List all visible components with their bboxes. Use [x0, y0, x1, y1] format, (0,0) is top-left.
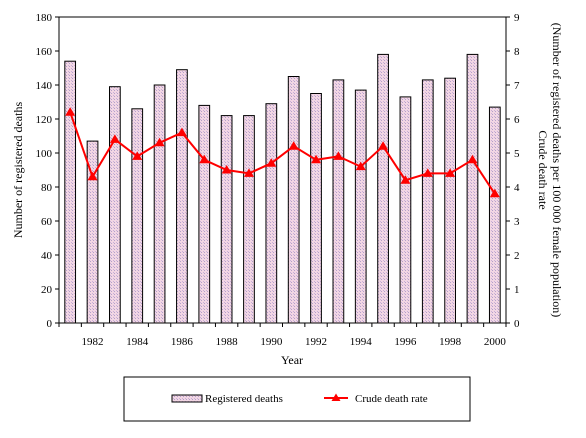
- legend: Registered deaths Crude death rate: [123, 376, 471, 422]
- rate-point-1990: [266, 158, 277, 167]
- rate-point-1992: [311, 154, 322, 164]
- x-axis: 1982 1984 1986 1988 1990 1992 1994 1996 1998 2000: [58, 323, 507, 348]
- bar-1983: [109, 86, 121, 324]
- rate-point-1989: [243, 168, 254, 177]
- bar-1990: [265, 103, 278, 324]
- y-tick-label-right: 6: [514, 114, 520, 126]
- rate-point-1985: [154, 137, 165, 147]
- y2-axis-title-line2: (Number of registered deaths per 100 000…: [550, 23, 564, 318]
- y-tick-label-left: 40: [41, 250, 53, 262]
- bar-1999: [466, 53, 479, 324]
- bar-1985: [153, 84, 166, 324]
- y-axis-right: 0 1 2 3 4 5 6 7 8 9: [506, 12, 520, 330]
- bar-1995: [377, 53, 389, 324]
- x-axis-title: Year: [281, 353, 303, 367]
- y-tick-label-left: 0: [47, 318, 53, 330]
- x-tick-label: 1994: [350, 336, 373, 348]
- y-tick-label-left: 60: [41, 216, 53, 228]
- y-tick-label-left: 20: [41, 284, 53, 296]
- y-tick-label-right: 2: [514, 250, 520, 262]
- bar-series: [64, 53, 501, 324]
- y-tick-label-right: 1: [514, 284, 520, 296]
- rate-point-1999: [467, 154, 478, 164]
- bar-1987: [198, 104, 211, 324]
- x-tick-label: 1990: [260, 336, 283, 348]
- rate-point-1997: [422, 168, 433, 177]
- legend-label-crude-death-rate: Crude death rate: [355, 393, 428, 405]
- rate-point-1994: [355, 161, 366, 171]
- x-tick-label: 1982: [82, 336, 104, 348]
- x-tick-label: 1984: [126, 336, 149, 348]
- x-tick-label: 1998: [439, 336, 462, 348]
- legend-marker-crude-death-rate: [331, 393, 341, 401]
- y-tick-label-right: 4: [514, 182, 520, 194]
- bar-1981: [64, 60, 77, 324]
- x-tick-label: 2000: [484, 336, 507, 348]
- rate-point-1995: [378, 141, 389, 150]
- bar-1993: [332, 79, 345, 324]
- bar-1982: [86, 140, 99, 324]
- rate-point-1991: [288, 141, 299, 150]
- rate-point-1981: [65, 107, 76, 116]
- bar-1989: [243, 115, 255, 324]
- x-tick-label: 1988: [216, 336, 239, 348]
- bar-1998: [444, 77, 456, 324]
- y-tick-label-left: 120: [36, 114, 53, 126]
- rate-point-1998: [445, 168, 456, 177]
- y-tick-label-left: 180: [36, 12, 53, 24]
- y-axis-title: Number of registered deaths: [11, 102, 25, 239]
- y-tick-label-right: 0: [514, 318, 520, 330]
- rate-point-1984: [132, 151, 143, 160]
- x-tick-label: 1992: [305, 336, 327, 348]
- bar-1984: [131, 108, 144, 324]
- y-tick-label-left: 140: [36, 80, 53, 92]
- x-tick-label: 1986: [171, 336, 194, 348]
- bar-1994: [354, 89, 367, 324]
- line-series: [65, 107, 500, 198]
- bar-1996: [399, 96, 412, 324]
- y-tick-label-right: 9: [514, 12, 520, 24]
- crude-death-rate-line: [69, 111, 496, 195]
- rate-point-2000: [489, 188, 500, 198]
- y-tick-label-left: 100: [36, 148, 53, 160]
- y-tick-label-right: 5: [514, 148, 520, 160]
- y-tick-label-left: 160: [36, 46, 53, 58]
- rate-point-1993: [333, 151, 344, 160]
- rate-point-1982: [87, 171, 98, 181]
- rate-point-1988: [221, 165, 232, 174]
- legend-swatch-registered-deaths: [171, 394, 203, 403]
- y-tick-label-right: 3: [514, 216, 520, 228]
- y-tick-label-right: 7: [514, 80, 520, 92]
- bar-2000: [488, 106, 501, 324]
- legend-label-registered-deaths: Registered deaths: [205, 393, 283, 405]
- rate-point-1983: [109, 134, 120, 143]
- y-axis-left: 0 20 40 60 80 100 120 140 160 180: [36, 12, 59, 330]
- plot-area-frame: [58, 16, 507, 324]
- y-tick-label-left: 80: [41, 182, 53, 194]
- rate-point-1986: [176, 127, 187, 137]
- bar-1992: [310, 93, 322, 324]
- bar-1988: [220, 115, 233, 324]
- bar-1991: [287, 76, 300, 324]
- rate-point-1996: [400, 175, 411, 184]
- bar-1986: [176, 69, 188, 324]
- x-tick-label: 1996: [394, 336, 417, 348]
- y-tick-label-right: 8: [514, 46, 520, 58]
- rate-point-1987: [199, 154, 210, 164]
- bar-1997: [421, 79, 434, 324]
- y2-axis-title-line1: Crude death rate: [536, 130, 550, 209]
